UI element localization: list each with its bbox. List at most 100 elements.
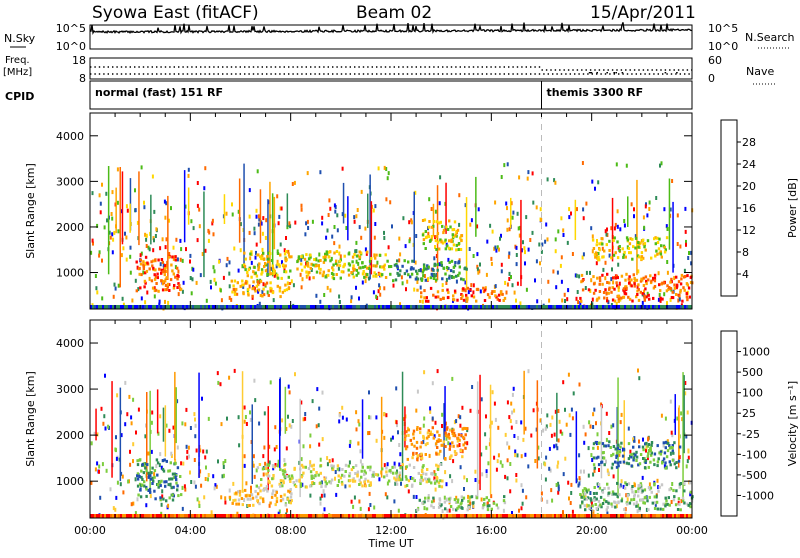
scatter-cell (666, 439, 669, 444)
scatter-cell (530, 433, 533, 438)
echo-cell (688, 481, 692, 485)
echo-cell (432, 496, 435, 500)
echo-cell (158, 267, 161, 271)
bottom-band-cell (570, 305, 572, 309)
scatter-cell (231, 212, 234, 217)
scatter-streak (164, 405, 167, 457)
echo-cell (601, 242, 604, 246)
echo-cell (405, 269, 409, 273)
scatter-cell (281, 260, 283, 265)
echo-cell (452, 434, 455, 438)
echo-cell (656, 507, 659, 511)
scatter-cell (181, 506, 184, 511)
echo-cell (642, 242, 645, 246)
echo-cell (617, 443, 620, 447)
echo-cell (241, 503, 244, 507)
echo-cell (664, 446, 667, 450)
echo-cell (408, 463, 411, 467)
scatter-streak (279, 378, 281, 471)
scatter-cell (387, 245, 390, 250)
echo-cell (459, 236, 462, 240)
scatter-cell (508, 277, 511, 281)
echo-cell (490, 292, 494, 295)
bottom-band-cell (354, 305, 356, 309)
bottom-band-cell (120, 305, 122, 309)
scatter-cell (427, 277, 430, 282)
echo-cell (321, 274, 325, 278)
scatter-cell (165, 237, 168, 242)
echo-cell (270, 495, 274, 499)
echo-cell (389, 468, 392, 472)
echo-cell (450, 238, 453, 242)
scatter-cell (557, 460, 560, 465)
scatter-streak (523, 370, 525, 435)
scatter-cell (589, 424, 592, 429)
echo-cell (286, 497, 290, 501)
bottom-band-cell (380, 305, 382, 309)
scatter-cell (255, 468, 258, 473)
echo-cell (140, 475, 143, 479)
scatter-cell (253, 231, 256, 236)
scatter-cell (606, 468, 609, 473)
scatter-cell (258, 217, 261, 222)
echo-cell (424, 477, 427, 481)
bottom-band-cell (374, 305, 376, 309)
scatter-cell (399, 252, 402, 257)
echo-cell (461, 427, 464, 431)
echo-cell (435, 452, 438, 456)
scatter-cell (567, 372, 570, 377)
echo-cell (597, 504, 601, 508)
scatter-cell (214, 281, 217, 286)
scatter-cell (519, 225, 522, 230)
echo-cell (644, 275, 648, 279)
bottom-band-cell (506, 305, 508, 309)
scatter-cell (257, 222, 260, 227)
scatter-cell (433, 470, 436, 475)
bottom-band-cell (564, 305, 566, 309)
echo-cell (290, 492, 293, 496)
echo-cell (658, 451, 661, 455)
scatter-cell (116, 393, 119, 398)
bottom-band-cell (486, 305, 488, 309)
bottom-band-cell (376, 305, 378, 309)
scatter-cell (273, 447, 276, 452)
bottom-band-cell (682, 514, 684, 518)
bottom-band-cell (232, 514, 234, 518)
echo-cell (467, 499, 470, 503)
echo-cell (640, 257, 643, 261)
echo-cell (647, 465, 650, 469)
echo-cell (366, 250, 369, 254)
bottom-band-cell (548, 514, 550, 518)
colorbar-tick-label: 24 (742, 158, 756, 171)
scatter-cell (595, 421, 597, 426)
echo-cell (422, 274, 425, 278)
scatter-cell (181, 421, 184, 426)
echo-cell (581, 279, 584, 283)
bottom-band-cell (352, 305, 354, 309)
scatter-cell (612, 474, 615, 479)
scatter-cell (194, 423, 197, 428)
bottom-band-cell (134, 305, 136, 309)
echo-cell (645, 295, 648, 299)
bottom-band-cell (332, 514, 334, 518)
y-tick-label: 3000 (56, 383, 84, 396)
echo-cell (659, 289, 662, 293)
scatter-cell (220, 298, 223, 303)
bottom-band-cell (538, 305, 540, 309)
echo-cell (426, 264, 429, 268)
scatter-cell (564, 407, 566, 412)
echo-cell (312, 482, 316, 485)
echo-cell (452, 444, 455, 448)
bottom-band-cell (418, 305, 420, 309)
echo-cell (165, 499, 168, 503)
scatter-cell (510, 425, 513, 430)
bottom-band-cell (128, 514, 130, 518)
echo-cell (372, 470, 375, 474)
echo-cell (166, 282, 170, 286)
scatter-cell (255, 250, 257, 255)
echo-cell (412, 429, 416, 433)
scatter-cell (557, 409, 560, 413)
echo-cell (603, 249, 606, 253)
echo-cell (138, 272, 141, 276)
echo-cell (613, 236, 616, 240)
